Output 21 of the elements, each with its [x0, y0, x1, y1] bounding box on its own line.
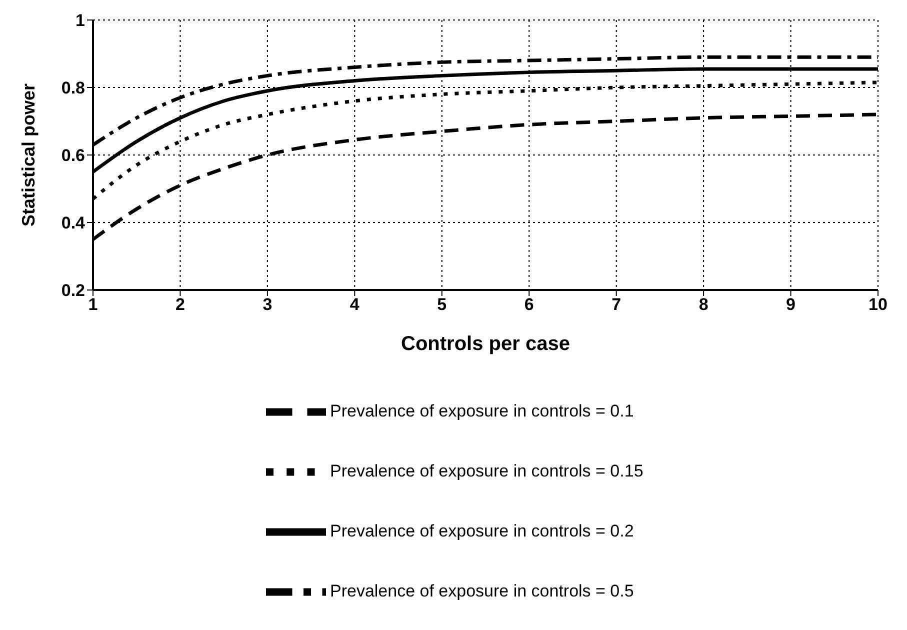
x-tick-label: 7 [612, 295, 622, 314]
legend-label: Prevalence of exposure in controls = 0.5 [330, 581, 634, 600]
y-tick-label: 0.6 [61, 146, 85, 166]
y-tick-label: 0.2 [61, 281, 85, 300]
x-tick-label: 8 [698, 295, 708, 314]
x-tick-label: 4 [350, 295, 360, 314]
x-tick-label: 6 [524, 295, 534, 314]
legend-label: Prevalence of exposure in controls = 0.1 [330, 401, 634, 420]
x-tick-label: 1 [88, 295, 98, 314]
x-tick-label: 10 [868, 295, 888, 314]
y-tick-label: 1 [76, 11, 85, 30]
y-axis-title: Statistical power [18, 83, 38, 227]
x-axis-title: Controls per case [401, 333, 570, 355]
y-tick-label: 0.4 [61, 214, 86, 233]
legend-label: Prevalence of exposure in controls = 0.15 [330, 461, 644, 480]
x-tick-label: 2 [175, 295, 185, 314]
x-tick-label: 5 [437, 295, 447, 314]
x-tick-label: 3 [262, 295, 272, 314]
legend-label: Prevalence of exposure in controls = 0.2 [330, 521, 634, 540]
x-tick-label: 9 [786, 295, 796, 314]
y-tick-label: 0.8 [61, 78, 85, 98]
